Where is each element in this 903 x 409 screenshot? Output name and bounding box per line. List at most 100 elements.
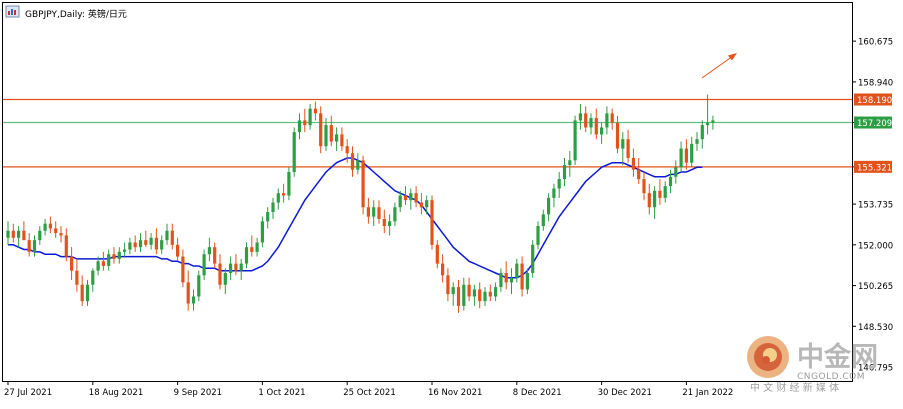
candle-body <box>525 273 529 290</box>
candle <box>260 216 264 248</box>
candle-body <box>202 254 206 276</box>
candle-body <box>695 139 699 144</box>
candles-layer <box>6 94 715 313</box>
x-tick-label: 8 Dec 2021 <box>513 388 562 398</box>
candle-body <box>191 296 196 304</box>
candle-body <box>64 235 68 257</box>
candle <box>292 127 296 177</box>
candle <box>91 268 95 292</box>
candle <box>276 188 280 210</box>
candle-body <box>573 120 577 161</box>
candle-body <box>393 207 397 222</box>
candle <box>17 226 21 248</box>
candle-body <box>425 200 429 208</box>
candle <box>441 254 445 283</box>
candle <box>446 268 450 302</box>
candle <box>483 287 487 306</box>
symbol-label: GBPJPY,Daily: 英镑/日元 <box>25 8 127 20</box>
candle-body <box>303 120 307 126</box>
candle <box>213 242 217 269</box>
candle-body <box>711 120 715 123</box>
candle-body <box>308 108 312 126</box>
x-tick-label: 1 Oct 2021 <box>258 388 305 398</box>
candle <box>75 258 79 292</box>
candle <box>456 280 461 313</box>
candle-body <box>165 230 169 241</box>
candle-body <box>653 190 657 208</box>
candle-body <box>647 193 651 208</box>
candle <box>207 237 211 262</box>
candle <box>250 235 254 257</box>
trend-arrow <box>701 53 737 79</box>
candle-body <box>276 193 280 203</box>
chart-window-icon <box>5 5 20 18</box>
candle <box>112 247 116 264</box>
candle-body <box>297 120 302 133</box>
candle <box>85 280 90 306</box>
candle <box>117 247 121 264</box>
candle <box>610 108 614 130</box>
candle-body <box>218 263 222 285</box>
candle <box>631 148 635 177</box>
candle-body <box>674 167 678 177</box>
candle-body <box>197 275 201 297</box>
candle-body <box>679 148 683 168</box>
candle-body <box>207 247 211 255</box>
candle-body <box>462 284 466 306</box>
candle <box>149 233 153 250</box>
candle-body <box>340 134 344 147</box>
candle <box>287 167 291 201</box>
candle <box>239 258 243 281</box>
candle-body <box>234 263 238 271</box>
candle-body <box>706 122 710 126</box>
candle <box>329 115 333 147</box>
candle-body <box>536 226 540 245</box>
watermark-brand: 中金网 <box>797 341 878 373</box>
candle <box>525 268 529 295</box>
candle-body <box>313 108 317 114</box>
candle-body <box>388 221 392 227</box>
candle-body <box>70 256 74 271</box>
candle-body <box>128 242 132 250</box>
candle-body <box>562 165 567 180</box>
candle <box>361 155 365 215</box>
candle-body <box>690 143 694 163</box>
candle-body <box>451 287 455 295</box>
candle <box>297 113 302 140</box>
candle <box>425 195 429 215</box>
candle <box>674 160 678 184</box>
candle <box>711 115 715 130</box>
candle-body <box>176 244 180 257</box>
candle-body <box>621 139 625 149</box>
candle-body <box>637 169 641 180</box>
candle <box>350 146 355 177</box>
candle-body <box>107 254 111 266</box>
candle <box>377 200 381 224</box>
candle <box>64 228 68 262</box>
arrow-shaft <box>701 55 734 79</box>
candle-body <box>594 118 598 135</box>
candle-body <box>250 247 254 252</box>
candle-body <box>398 195 402 208</box>
candle <box>123 242 127 257</box>
candle-body <box>287 172 291 196</box>
candle-body <box>684 148 688 163</box>
candle <box>398 190 402 212</box>
candle-body <box>488 291 492 297</box>
candle-body <box>552 188 556 198</box>
candle-body <box>43 223 47 231</box>
candle <box>366 197 370 224</box>
candle <box>419 193 423 215</box>
candle-body <box>668 176 673 187</box>
candle-body <box>75 270 79 285</box>
candle <box>54 221 58 238</box>
x-tick-label: 30 Dec 2021 <box>598 388 652 398</box>
candle-body <box>456 287 461 306</box>
candle-body <box>615 122 620 149</box>
y-tick-label: 148.530 <box>858 323 893 333</box>
candle-body <box>430 200 434 245</box>
candle-body <box>96 261 100 271</box>
candle <box>605 106 609 135</box>
candle-body <box>17 230 21 238</box>
candle <box>266 207 270 229</box>
